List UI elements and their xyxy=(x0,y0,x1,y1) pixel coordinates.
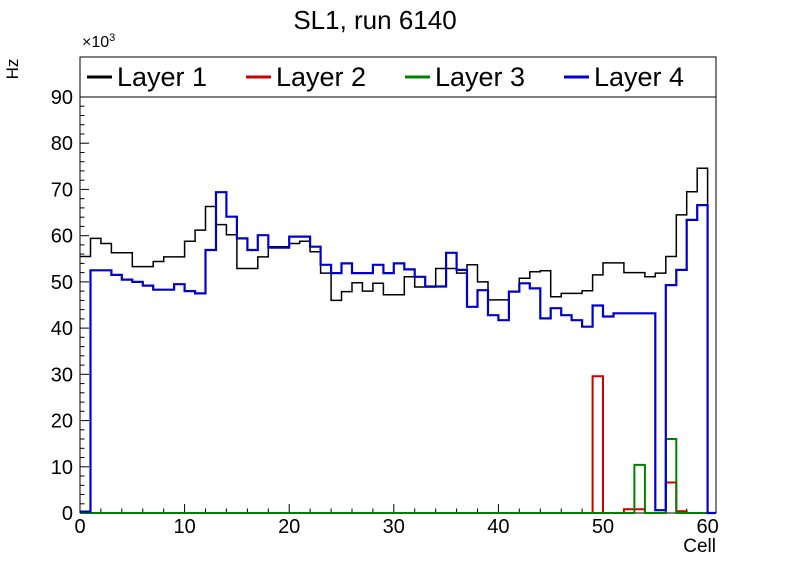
x-tick-label: 60 xyxy=(696,516,718,538)
series-layer-1 xyxy=(80,167,716,514)
y-tick-label: 40 xyxy=(51,318,73,340)
y-tick-label: 60 xyxy=(51,226,73,248)
y-tick-label: 30 xyxy=(51,364,73,386)
series-layer-4 xyxy=(80,191,716,515)
x-axis-title: Cell xyxy=(683,536,716,557)
y-tick-label: 50 xyxy=(51,272,73,294)
y-axis-title: Hz xyxy=(3,58,22,80)
y-tick-label: 10 xyxy=(51,457,73,479)
y-tick-label: 80 xyxy=(51,133,73,155)
page-title: SL1, run 6140 xyxy=(293,5,457,35)
legend-item-label: Layer 4 xyxy=(594,62,684,92)
y-tick-label: 0 xyxy=(62,503,73,525)
x-tick-label: 0 xyxy=(74,516,85,538)
legend-item-label: Layer 2 xyxy=(276,62,366,92)
y-axis-multiplier: ×103 xyxy=(82,32,116,51)
x-tick-label: 30 xyxy=(383,516,405,538)
series-layer-3 xyxy=(80,438,716,514)
legend-item-label: Layer 1 xyxy=(117,62,207,92)
x-tick-label: 50 xyxy=(592,516,614,538)
y-tick-label: 20 xyxy=(51,411,73,433)
x-tick-label: 20 xyxy=(278,516,300,538)
legend-item-label: Layer 3 xyxy=(435,62,525,92)
x-tick-label: 10 xyxy=(173,516,195,538)
y-tick-label: 70 xyxy=(51,179,73,201)
y-tick-label: 90 xyxy=(51,87,73,109)
legend-box xyxy=(79,56,717,98)
plot-frame xyxy=(79,56,717,514)
x-tick-label: 40 xyxy=(487,516,509,538)
